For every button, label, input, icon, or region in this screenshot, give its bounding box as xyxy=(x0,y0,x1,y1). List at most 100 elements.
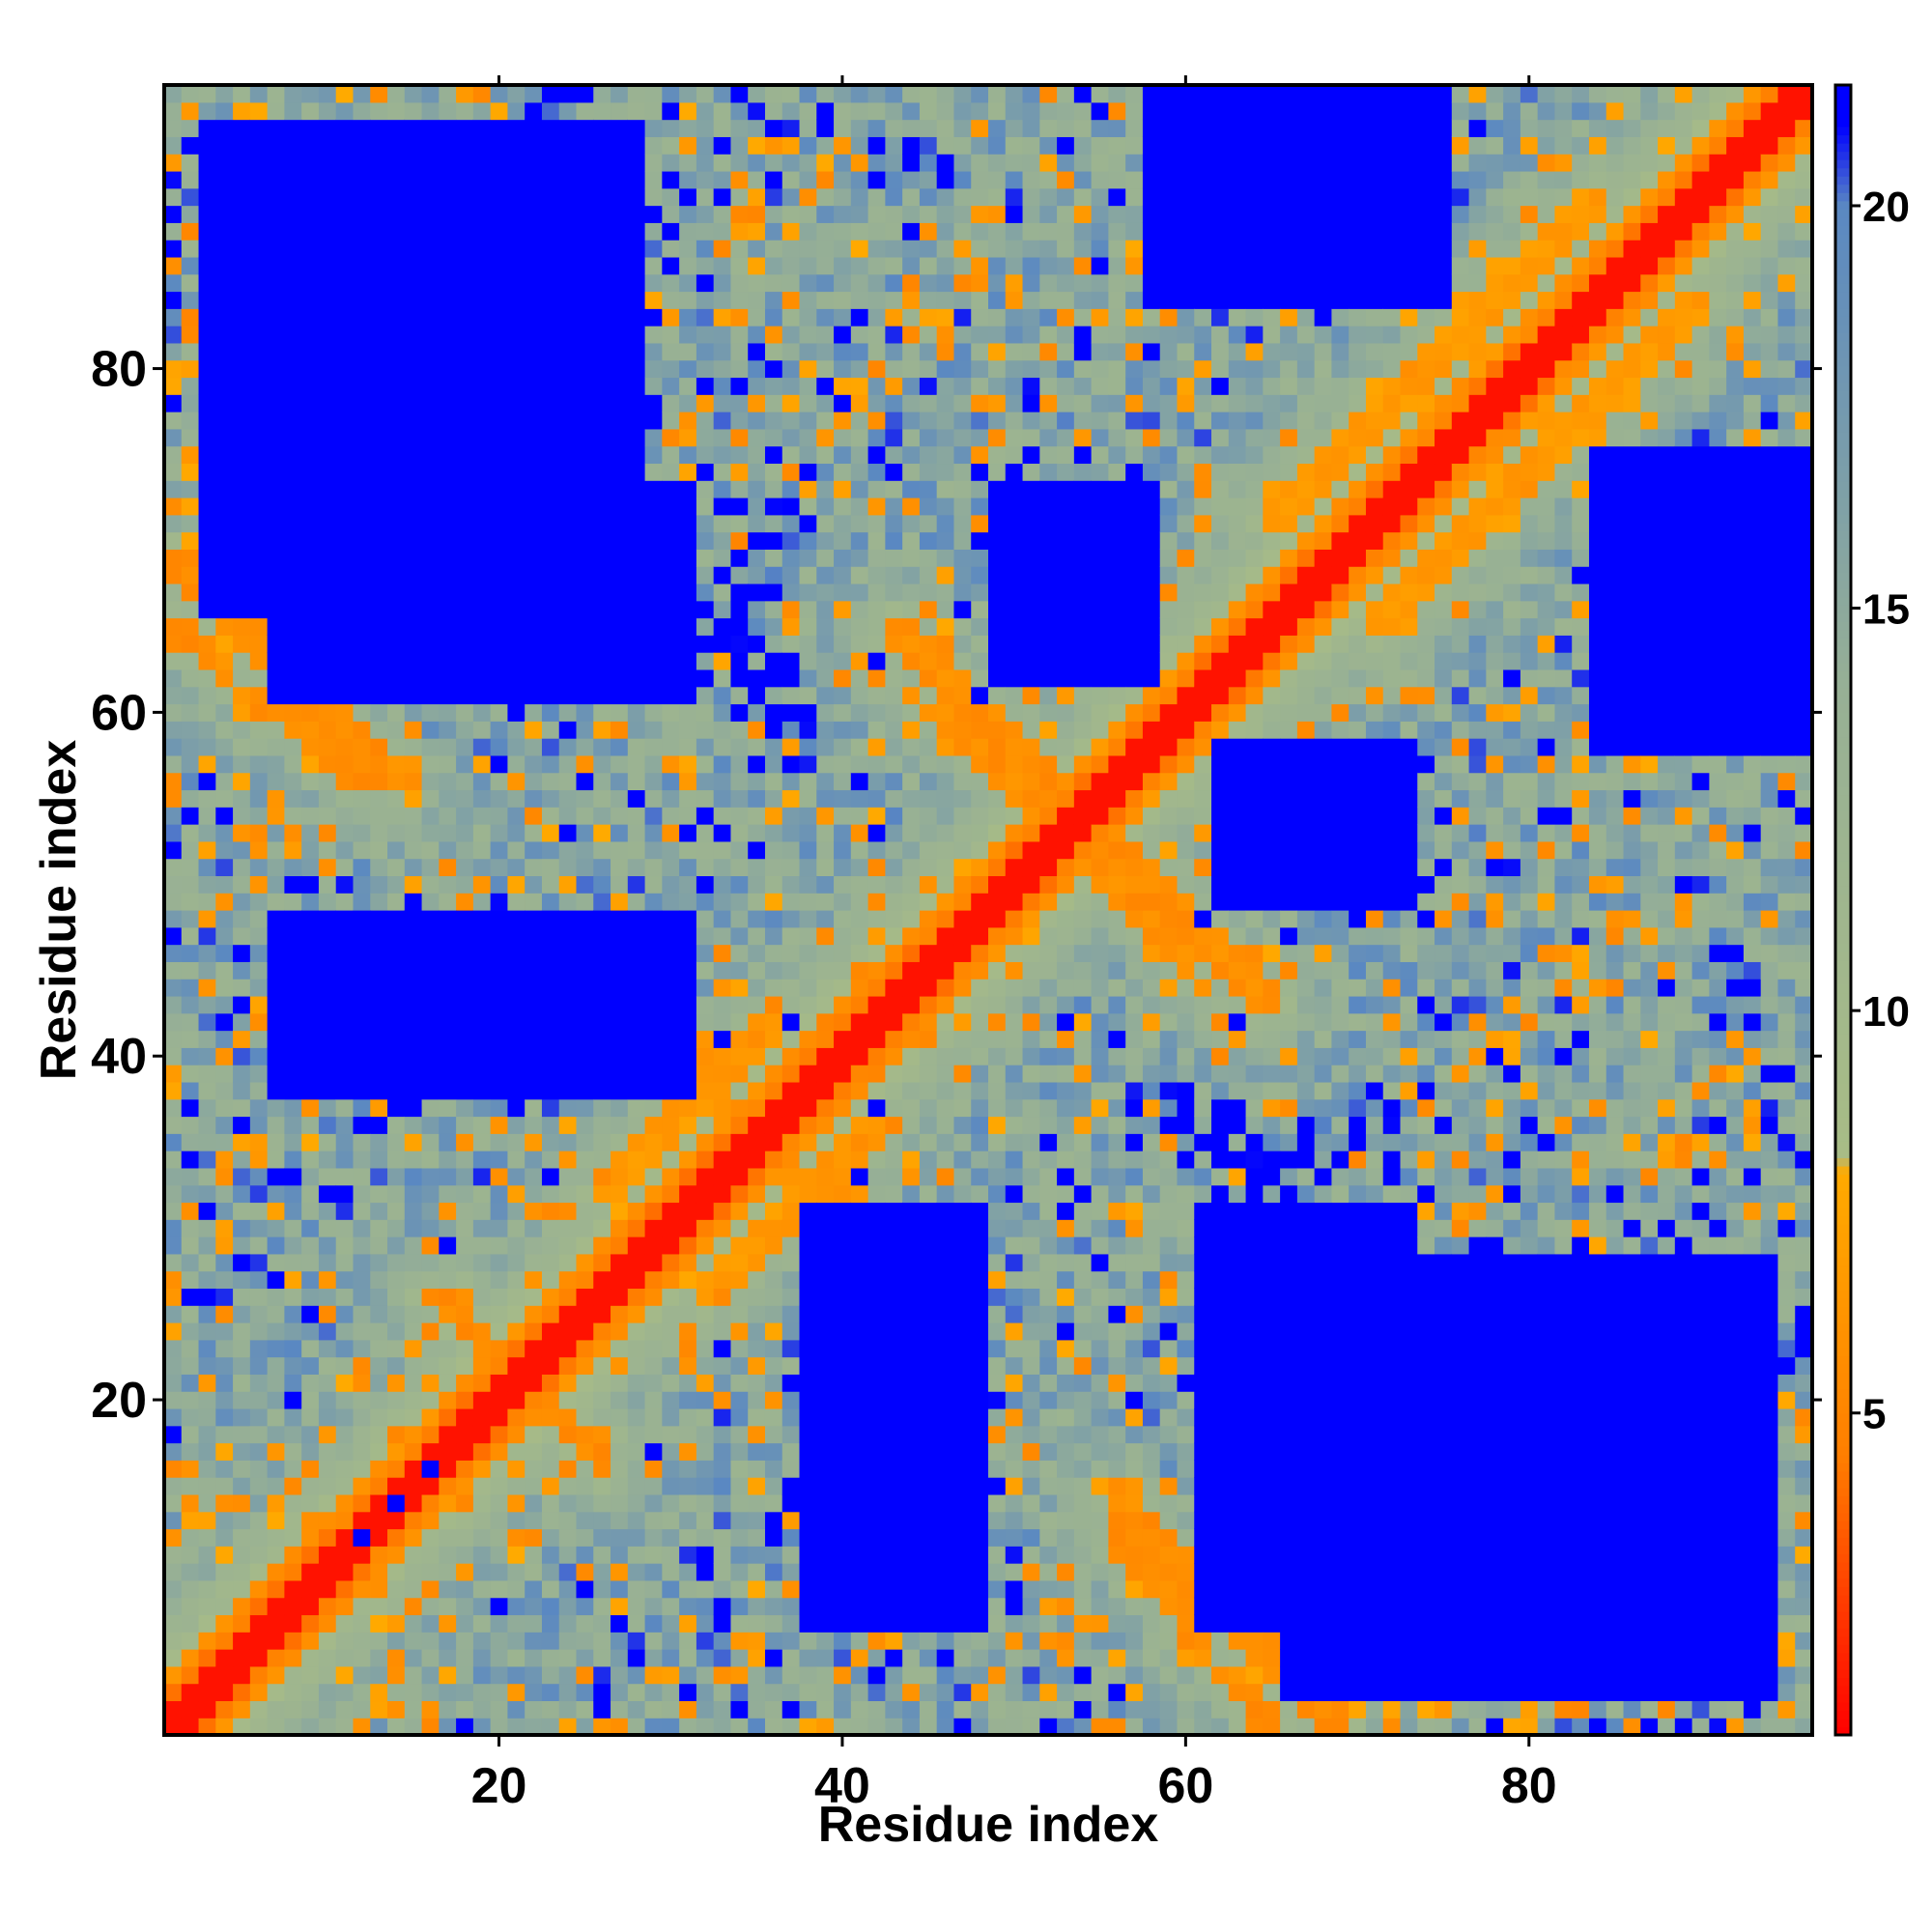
heatmap-cell xyxy=(164,995,183,1014)
heatmap-cell xyxy=(370,1202,388,1220)
heatmap-cell xyxy=(593,1528,611,1547)
heatmap-cell xyxy=(764,1288,783,1306)
heatmap-cell xyxy=(233,1683,251,1702)
heatmap-cell xyxy=(387,480,406,498)
heatmap-cell xyxy=(215,1718,234,1736)
heatmap-cell xyxy=(730,754,749,774)
heatmap-cell xyxy=(558,910,578,928)
heatmap-cell xyxy=(558,1442,578,1461)
heatmap-cell xyxy=(472,205,492,223)
heatmap-cell xyxy=(919,807,938,825)
heatmap-cell xyxy=(834,1546,852,1564)
heatmap-cell xyxy=(198,1665,216,1685)
heatmap-cell xyxy=(233,1184,251,1204)
heatmap-cell xyxy=(318,600,337,619)
heatmap-cell xyxy=(902,1253,921,1272)
heatmap-cell xyxy=(662,291,680,309)
heatmap-cell xyxy=(233,961,251,980)
heatmap-cell xyxy=(867,1322,886,1341)
heatmap-cell xyxy=(679,1133,697,1151)
heatmap-cell xyxy=(593,893,611,911)
heatmap-cell xyxy=(781,1493,801,1513)
heatmap-cell xyxy=(404,961,423,980)
heatmap-cell xyxy=(627,1425,646,1444)
heatmap-cell xyxy=(525,549,543,567)
heatmap-cell xyxy=(1005,222,1024,241)
heatmap-cell xyxy=(799,1528,817,1547)
heatmap-cell xyxy=(696,961,715,980)
heatmap-cell xyxy=(764,1391,783,1409)
heatmap-cell xyxy=(249,291,269,309)
heatmap-cell xyxy=(627,1546,646,1564)
heatmap-cell xyxy=(1005,1081,1024,1100)
heatmap-cell xyxy=(627,1184,646,1204)
heatmap-cell xyxy=(834,840,852,860)
heatmap-cell xyxy=(971,463,989,481)
heatmap-cell xyxy=(541,721,560,739)
heatmap-cell xyxy=(902,1718,921,1736)
heatmap-cell xyxy=(249,1442,269,1461)
heatmap-cell xyxy=(301,668,320,688)
heatmap-cell xyxy=(834,1563,852,1581)
heatmap-cell xyxy=(781,1098,801,1118)
heatmap-cell xyxy=(730,566,749,584)
heatmap-cell xyxy=(233,1700,251,1719)
heatmap-cell xyxy=(335,1288,355,1306)
heatmap-cell xyxy=(335,549,355,567)
heatmap-cell xyxy=(611,497,629,516)
heatmap-cell xyxy=(541,944,560,962)
heatmap-cell xyxy=(919,205,938,223)
heatmap-cell xyxy=(387,617,406,636)
heatmap-cell xyxy=(404,1665,423,1685)
heatmap-cell xyxy=(593,291,611,309)
heatmap-cell xyxy=(919,1065,938,1083)
heatmap-cell xyxy=(730,738,749,756)
heatmap-cell xyxy=(387,1253,406,1272)
heatmap-cell xyxy=(507,256,526,275)
heatmap-cell xyxy=(919,893,938,911)
heatmap-cell xyxy=(644,1632,663,1650)
heatmap-cell xyxy=(541,1493,560,1513)
heatmap-cell xyxy=(799,1202,817,1220)
heatmap-cell xyxy=(541,566,560,584)
heatmap-cell xyxy=(404,101,423,121)
heatmap-cell xyxy=(644,119,663,137)
heatmap-cell xyxy=(233,1081,251,1100)
heatmap-cell xyxy=(421,738,440,756)
heatmap-cell xyxy=(215,480,234,498)
heatmap-cell xyxy=(318,514,337,533)
heatmap-cell xyxy=(953,979,972,997)
heatmap-cell xyxy=(593,1665,611,1685)
heatmap-cell xyxy=(781,1305,801,1323)
heatmap-cell xyxy=(507,497,526,516)
heatmap-cell xyxy=(988,1493,1007,1513)
heatmap-cell xyxy=(834,1116,852,1134)
heatmap-cell xyxy=(181,686,200,705)
heatmap-cell xyxy=(456,893,474,911)
heatmap-cell xyxy=(593,394,611,412)
heatmap-cell xyxy=(902,772,921,791)
heatmap-cell xyxy=(198,1442,216,1461)
heatmap-cell xyxy=(988,738,1007,756)
heatmap-cell xyxy=(662,1425,680,1444)
heatmap-cell xyxy=(490,136,509,155)
heatmap-cell xyxy=(490,652,509,670)
heatmap-cell xyxy=(971,170,989,189)
heatmap-cell xyxy=(696,1374,715,1392)
heatmap-cell xyxy=(181,1477,200,1495)
heatmap-cell xyxy=(679,566,697,584)
heatmap-cell xyxy=(1005,617,1024,636)
heatmap-cell xyxy=(558,445,578,465)
heatmap-cell xyxy=(834,1322,852,1341)
heatmap-cell xyxy=(696,910,715,928)
heatmap-cell xyxy=(1022,256,1040,275)
heatmap-cell xyxy=(781,1236,801,1255)
heatmap-cell xyxy=(936,635,955,653)
heatmap-cell xyxy=(953,944,972,962)
heatmap-cell xyxy=(971,101,989,121)
heatmap-cell xyxy=(284,1356,302,1375)
heatmap-cell xyxy=(936,308,955,327)
heatmap-cell xyxy=(456,1065,474,1083)
heatmap-cell xyxy=(936,377,955,395)
